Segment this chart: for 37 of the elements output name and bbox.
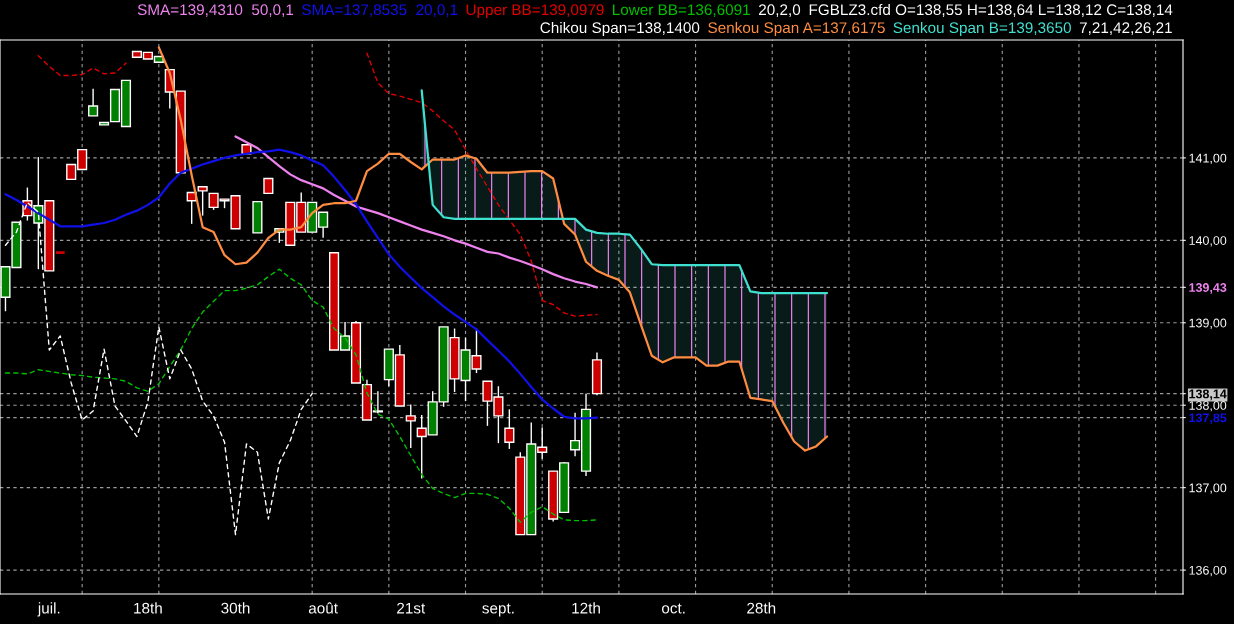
y-tick-label: 141,00 xyxy=(1189,153,1227,165)
candlestick xyxy=(197,186,208,217)
x-tick-label: 30th xyxy=(221,602,250,614)
y-tick-label: 140,00 xyxy=(1189,236,1227,247)
y-tick-label: 137,85 xyxy=(1189,413,1227,425)
x-tick-label: août xyxy=(308,602,338,614)
text: Senkou Span B=139,3650 xyxy=(893,21,1071,37)
text: 7,21,42,26,21 xyxy=(1079,22,1172,35)
x-tick-label: juil. xyxy=(37,602,60,617)
text: SMA=139,4310 50,0,1 xyxy=(137,4,294,17)
y-tick-label: 138,14 xyxy=(1189,389,1227,401)
line-series xyxy=(234,135,599,289)
text: Chikou Span=138,1400 xyxy=(540,21,700,37)
line-series xyxy=(4,148,599,420)
y-tick-label: 139,43 xyxy=(1189,283,1227,294)
text: Senkou Span A=137,6175 xyxy=(708,21,885,37)
x-tick-label: 18th xyxy=(134,602,162,614)
x-tick-label: 21st xyxy=(397,602,426,614)
candlestick xyxy=(504,408,515,450)
y-tick-label: 138,00 xyxy=(1189,401,1227,412)
x-tick-label: 12th xyxy=(572,602,600,614)
line-series xyxy=(420,89,829,295)
text: Lower BB=136,6091 xyxy=(613,4,750,17)
text: 20,2,0 xyxy=(759,4,801,17)
candlestick xyxy=(405,403,416,449)
line-series xyxy=(4,268,598,523)
x-tick-label: 28th xyxy=(747,602,776,614)
y-tick-label: 139,00 xyxy=(1189,318,1227,329)
text: FGBLZ3.cfd O=138,55 H=138,64 L=138,12 C=138,14 xyxy=(809,3,1173,17)
text: Upper BB=139,0979 xyxy=(466,4,604,19)
line-series xyxy=(157,46,829,452)
y-tick-label: 137,00 xyxy=(1189,483,1227,494)
x-tick-label: sept. xyxy=(482,603,514,617)
y-tick-label: 136,00 xyxy=(1189,565,1227,577)
x-tick-label: oct. xyxy=(661,603,685,614)
text: SMA=137,8535 20,0,1 xyxy=(302,4,458,17)
candlestick xyxy=(88,87,99,117)
